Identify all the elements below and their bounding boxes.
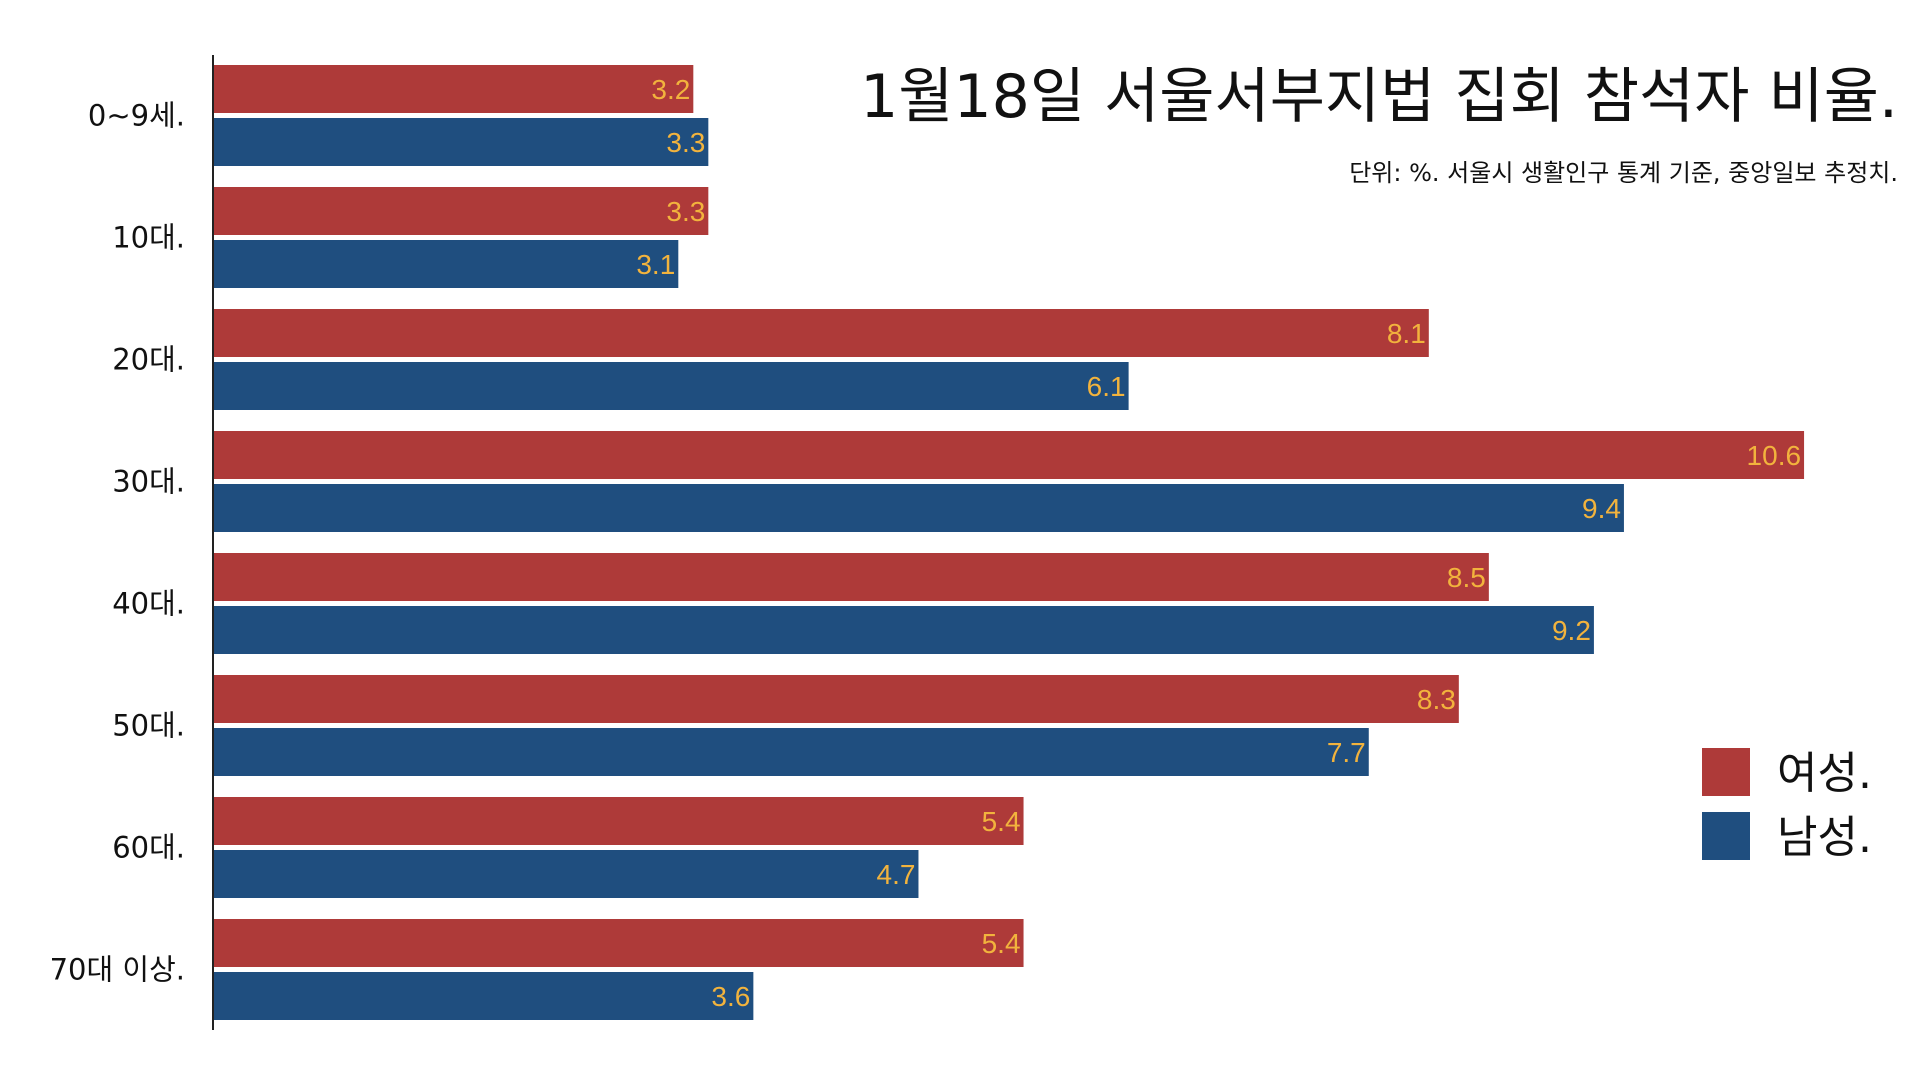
data-label: 5.4 [982,806,1021,837]
data-label: 3.6 [711,981,750,1012]
data-label: 3.3 [666,127,705,158]
category-label: 20대. [112,343,185,377]
legend-swatch-female [1702,748,1750,796]
bar-female [213,309,1429,357]
legend-label-male: 남성. [1777,812,1872,863]
data-label: 8.5 [1447,562,1486,593]
data-label: 6.1 [1087,371,1126,402]
value-labels: 3.2 3.3 3.3 3.1 8.1 6.1 10.6 9.4 8.5 9.2 8.3 7.7 5.4… [636,74,1801,1012]
bars-layer [213,65,1805,1020]
legend-swatch-male [1702,812,1750,860]
chart-title: 1월18일 서울서부지법 집회 참석자 비율. [860,62,1898,132]
bar-female [213,553,1489,601]
data-label: 3.1 [636,249,675,280]
data-label: 3.2 [651,74,690,105]
category-labels: 0~9세. 10대. 20대. 30대. 40대. 50대. 60대. 70대 이상. [50,99,185,987]
chart-subtitle: 단위: %. 서울시 생활인구 통계 기준, 중앙일보 추정치. [1349,159,1898,187]
category-label: 50대. [112,709,185,743]
category-label: 70대 이상. [50,953,185,987]
data-label: 8.1 [1387,318,1426,349]
bar-male [213,484,1624,532]
bar-female [213,431,1805,479]
category-label: 60대. [112,831,185,865]
data-label: 10.6 [1747,440,1802,471]
data-label: 9.4 [1582,493,1621,524]
bar-male [213,606,1594,654]
bar-male [213,972,754,1020]
legend: 여성. 남성. [1702,748,1872,863]
category-label: 0~9세. [88,99,185,133]
bar-male [213,240,679,288]
bar-female [213,675,1459,723]
bar-female [213,65,694,113]
data-label: 5.4 [982,928,1021,959]
bar-female [213,187,709,235]
data-label: 8.3 [1417,684,1456,715]
data-label: 4.7 [877,859,916,890]
category-label: 10대. [112,221,185,255]
bar-male [213,728,1369,776]
category-label: 40대. [112,587,185,621]
bar-male [213,850,919,898]
bar-male [213,118,709,166]
category-label: 30대. [112,465,185,499]
data-label: 3.3 [666,196,705,227]
bar-female [213,919,1024,967]
legend-label-female: 여성. [1777,748,1872,799]
data-label: 7.7 [1327,737,1366,768]
data-label: 9.2 [1552,615,1591,646]
bar-male [213,362,1129,410]
bar-female [213,797,1024,845]
